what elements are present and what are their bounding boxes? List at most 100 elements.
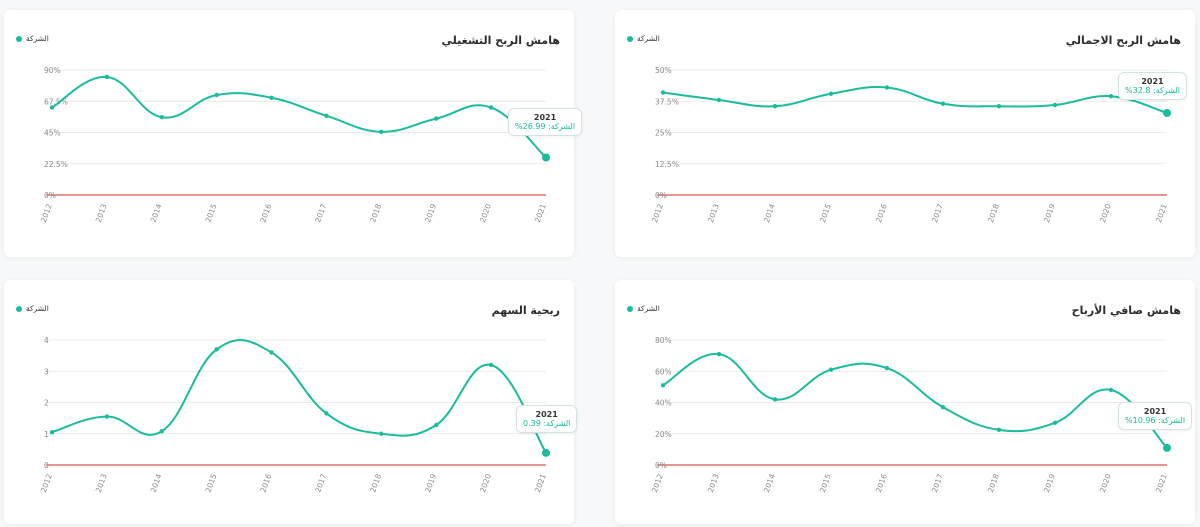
data-point[interactable]	[716, 351, 722, 357]
data-point[interactable]	[542, 153, 550, 162]
chart-legend[interactable]: الشركة	[627, 34, 660, 43]
data-point[interactable]	[104, 74, 110, 80]
data-point[interactable]	[1163, 443, 1171, 452]
data-point[interactable]	[159, 115, 164, 120]
tooltip-prefix: الشركة:	[548, 122, 576, 131]
tooltip-number: 32.8%	[1125, 86, 1151, 95]
data-point[interactable]	[379, 431, 384, 436]
x-tick-label: 2020	[478, 472, 493, 493]
data-point[interactable]	[828, 367, 834, 372]
chart-tooltip: 2021 الشركة: 32.8%	[1118, 72, 1187, 100]
data-point[interactable]	[772, 397, 778, 402]
x-tick-label: 2017	[313, 202, 328, 223]
y-tick-label: 22.5%	[44, 160, 68, 169]
y-tick-label: 12.5%	[655, 160, 679, 169]
chart-title: هامش الربح الاجمالي	[1065, 34, 1181, 47]
data-point[interactable]	[996, 427, 1002, 433]
chart-title: هامش الربح التشغيلي	[441, 34, 560, 47]
y-tick-label: 0%	[655, 191, 667, 200]
chart-title: هامش صافي الأرباح	[1071, 304, 1181, 317]
chart-legend[interactable]: الشركة	[16, 304, 49, 313]
y-tick-label: 1	[44, 430, 49, 439]
x-tick-label: 2015	[818, 472, 833, 493]
y-tick-label: 37.5%	[655, 97, 679, 106]
x-tick-label: 2016	[258, 472, 273, 493]
chart-legend[interactable]: الشركة	[627, 304, 660, 313]
y-tick-label: 40%	[655, 399, 672, 408]
chart-tooltip: 2021 الشركة: 26.99%	[508, 108, 583, 136]
x-tick-label: 2014	[149, 202, 164, 223]
series-line	[662, 86, 1168, 114]
tooltip-value: الشركة: 0.39	[523, 419, 570, 428]
gross-margin-chart: 0% 12.5% 25% 37.5% 50% 2012 2013 2014 2015 2016 20…	[650, 66, 1171, 224]
eps-chart: 0 1 2 3 4 2012 2013 2014 2015 2016 2017 2018 2019 202…	[39, 336, 550, 494]
net-margin-chart: 0% 20% 40% 60% 80% 2012 2013 2014 2015 2016 2017 20…	[650, 336, 1171, 494]
x-tick-label: 2019	[1042, 472, 1057, 493]
data-point[interactable]	[488, 362, 494, 368]
x-tick-label: 2021	[1154, 202, 1169, 223]
net-margin-card: هامش صافي الأرباح الشركة 0% 20% 40% 60% 80% 2…	[615, 280, 1195, 524]
data-point[interactable]	[828, 91, 834, 96]
x-tick-label: 2013	[94, 472, 109, 493]
x-tick-label: 2018	[368, 202, 383, 223]
x-tick-label: 2019	[423, 472, 438, 493]
data-point[interactable]	[324, 113, 329, 119]
chart-tooltip: 2021 الشركة: 10.96%	[1118, 402, 1193, 430]
data-point[interactable]	[104, 414, 110, 419]
y-tick-label: 90%	[44, 66, 61, 75]
eps-card: ربحية السهم الشركة 0 1 2 3 4 2012 2013 2014 2015…	[4, 280, 578, 524]
data-point[interactable]	[488, 105, 494, 110]
y-tick-label: 80%	[655, 336, 672, 345]
chart-title: ربحية السهم	[491, 304, 560, 317]
data-point[interactable]	[49, 105, 55, 110]
data-point[interactable]	[940, 404, 946, 410]
data-point[interactable]	[214, 92, 219, 98]
tooltip-number: 0.39	[523, 419, 541, 428]
data-point[interactable]	[884, 85, 890, 90]
data-point[interactable]	[660, 383, 666, 388]
data-point[interactable]	[1052, 102, 1058, 108]
x-tick-label: 2012	[650, 202, 665, 223]
data-point[interactable]	[884, 365, 890, 371]
tooltip-number: 10.96%	[1125, 416, 1156, 425]
data-point[interactable]	[434, 422, 439, 428]
data-point[interactable]	[1108, 94, 1114, 99]
data-point[interactable]	[159, 429, 164, 434]
data-point[interactable]	[996, 104, 1002, 109]
legend-dot-icon	[16, 35, 22, 42]
legend-label: الشركة	[26, 304, 49, 313]
data-point[interactable]	[434, 116, 439, 121]
chart-legend[interactable]: الشركة	[16, 34, 49, 43]
operating-margin-card: هامش الربح التشغيلي الشركة 0% 22.5% 45% 67.…	[4, 10, 583, 257]
y-tick-label: 20%	[655, 430, 672, 439]
data-point[interactable]	[1108, 387, 1114, 393]
data-point[interactable]	[660, 90, 666, 95]
y-tick-label: 67.5%	[44, 97, 68, 106]
data-point[interactable]	[324, 411, 329, 416]
data-point[interactable]	[940, 101, 946, 106]
x-tick-label: 2013	[94, 202, 109, 223]
data-point[interactable]	[379, 129, 384, 135]
x-tick-label: 2014	[762, 202, 777, 223]
data-point[interactable]	[1052, 420, 1058, 426]
data-point[interactable]	[49, 429, 55, 435]
y-tick-label: 2	[44, 399, 49, 408]
data-point[interactable]	[716, 97, 722, 103]
y-tick-label: 50%	[655, 66, 672, 75]
series-line	[51, 75, 547, 159]
data-point[interactable]	[269, 95, 274, 100]
tooltip-year: 2021	[1141, 77, 1164, 86]
gross-margin-card: هامش الربح الاجمالي الشركة 0% 12.5% 25% 37.…	[615, 10, 1195, 257]
x-tick-label: 2016	[874, 202, 889, 223]
legend-dot-icon	[627, 35, 633, 42]
data-point[interactable]	[542, 448, 550, 457]
x-tick-label: 2020	[1098, 202, 1113, 223]
data-point[interactable]	[269, 350, 274, 355]
data-point[interactable]	[772, 104, 778, 109]
x-tick-label: 2015	[818, 202, 833, 223]
data-point[interactable]	[214, 347, 219, 352]
tooltip-prefix: الشركة:	[543, 419, 571, 428]
data-point[interactable]	[1163, 109, 1171, 117]
x-tick-label: 2019	[1042, 202, 1057, 223]
y-tick-label: 0	[44, 461, 49, 470]
